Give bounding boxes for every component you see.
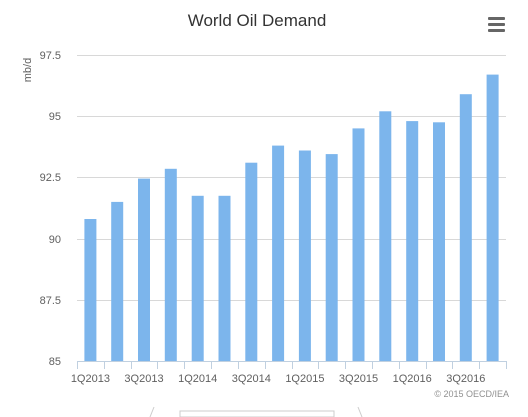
y-axis-title: mb/d [22, 58, 34, 82]
y-tick-label: 97.5 [40, 50, 61, 62]
bar-2Q2015 [325, 154, 338, 361]
bar-1Q2013 [84, 219, 97, 361]
bar-3Q2015 [352, 128, 365, 361]
bars [84, 74, 499, 361]
bar-2Q2013 [111, 201, 124, 361]
x-tick-label: 1Q2013 [71, 373, 110, 385]
y-tick-label: 95 [49, 111, 61, 123]
chart-title: World Oil Demand [188, 11, 327, 30]
x-tick-label: 3Q2013 [124, 373, 163, 385]
bar-3Q2016 [459, 94, 472, 361]
bar-2Q2014 [218, 195, 231, 361]
bar-3Q2014 [245, 162, 258, 361]
bar-1Q2014 [191, 195, 204, 361]
bar-4Q2013 [164, 168, 177, 361]
y-tick-label: 85 [49, 356, 61, 368]
y-tick-label: 90 [49, 234, 61, 246]
bar-1Q2015 [298, 150, 311, 361]
y-tick-label: 87.5 [40, 295, 61, 307]
bar-4Q2014 [272, 145, 285, 361]
x-tick-label: 3Q2015 [339, 373, 378, 385]
bar-4Q2016 [486, 74, 499, 361]
bar-2Q2016 [433, 122, 445, 361]
x-tick-label: 3Q2016 [446, 373, 485, 385]
navigator-handles [149, 406, 363, 417]
x-tick-label: 1Q2014 [178, 373, 217, 385]
hamburger-menu-icon[interactable] [488, 17, 505, 32]
bar-3Q2013 [138, 178, 150, 361]
y-axis-ticks: 85 87.5 90 92.5 95 97.5 [40, 50, 61, 368]
x-tick-label: 1Q2016 [393, 373, 432, 385]
chart-menu-button[interactable] [482, 12, 510, 36]
bar-4Q2015 [379, 111, 392, 361]
y-tick-label: 92.5 [40, 172, 61, 184]
x-tick-label: 3Q2014 [232, 373, 271, 385]
chart-credits: © 2015 OECD/IEA [434, 389, 509, 399]
x-axis-ticks: 1Q2013 3Q2013 1Q2014 3Q2014 1Q2015 3Q2015 1Q20… [71, 361, 507, 385]
bar-1Q2016 [406, 121, 419, 361]
x-tick-label: 1Q2015 [285, 373, 324, 385]
